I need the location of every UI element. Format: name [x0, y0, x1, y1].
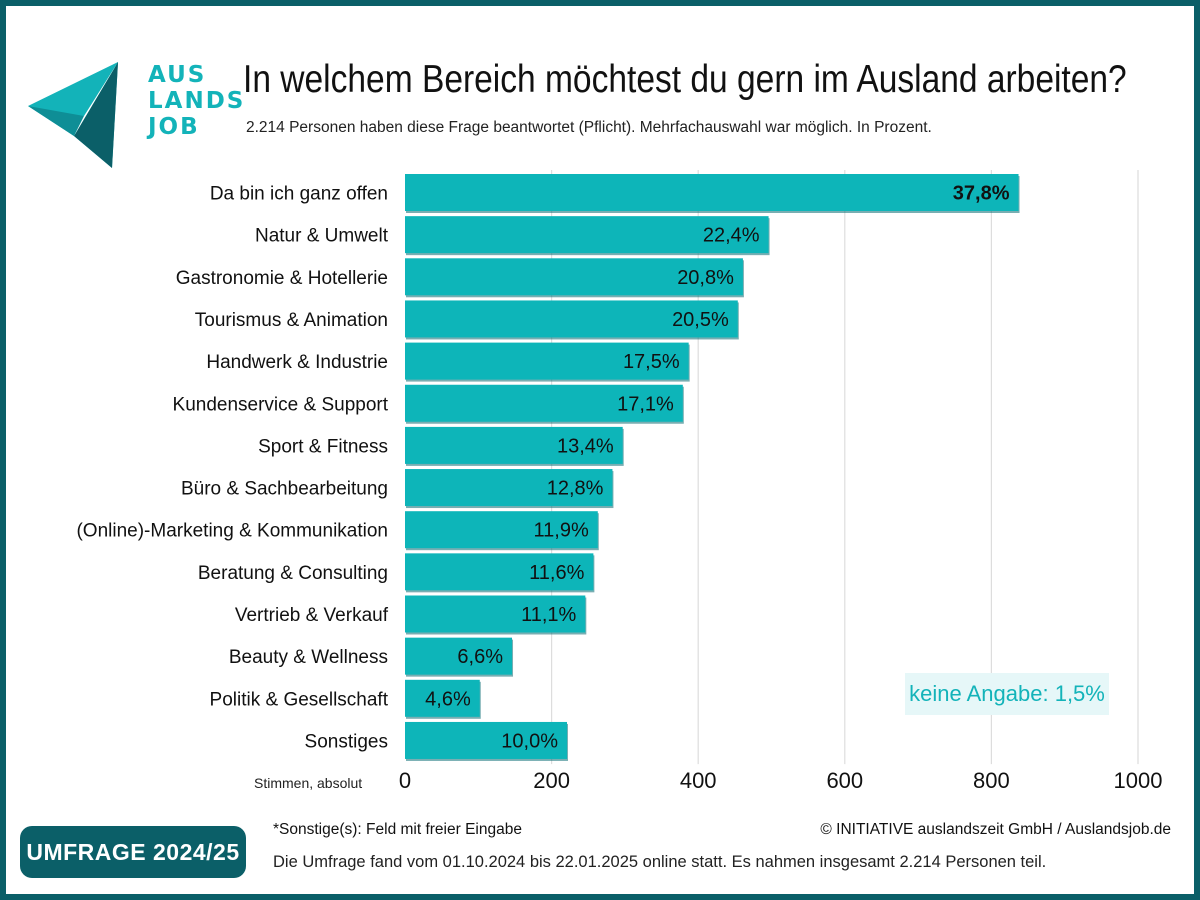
value-label: 12,8%: [547, 478, 604, 500]
bar: [405, 342, 689, 380]
logo-line-3: JOB: [148, 114, 200, 140]
bar: [405, 553, 594, 591]
no-answer-annotation: keine Angabe: 1,5%: [905, 673, 1109, 715]
bar: [405, 384, 683, 422]
bar: [405, 721, 567, 759]
logo-line-2: LANDS: [148, 88, 246, 114]
logo-wordmark: AUS LANDS JOB: [148, 62, 245, 140]
value-label: 17,1%: [617, 393, 674, 415]
value-label: 37,8%: [953, 183, 1010, 205]
bar: [405, 300, 738, 338]
x-tick-label: 0: [399, 768, 411, 793]
value-label: 20,8%: [677, 267, 734, 289]
value-label: 13,4%: [557, 435, 614, 457]
x-tick-label: 1000: [1114, 768, 1163, 793]
x-tick-label: 800: [973, 768, 1010, 793]
bar: [405, 637, 513, 675]
value-label: 6,6%: [457, 646, 503, 668]
bar: [405, 174, 1019, 211]
category-label: Da bin ich ganz offen: [210, 184, 388, 205]
category-label: Tourismus & Animation: [195, 310, 388, 331]
value-label: 11,9%: [534, 520, 589, 542]
value-label: 11,1%: [521, 604, 576, 626]
value-label: 17,5%: [623, 351, 680, 373]
bar: [405, 679, 480, 717]
survey-info: Die Umfrage fand vom 01.10.2024 bis 22.0…: [273, 853, 1047, 871]
bar: [405, 216, 769, 254]
copyright: © INITIATIVE auslandszeit GmbH / Ausland…: [820, 821, 1171, 838]
survey-badge: UMFRAGE 2024/25: [20, 826, 246, 878]
category-label: Natur & Umwelt: [255, 226, 389, 247]
category-label: Sonstiges: [305, 731, 388, 752]
category-label: Beauty & Wellness: [229, 647, 388, 668]
category-label: Beratung & Consulting: [198, 563, 388, 584]
x-tick-label: 600: [826, 768, 863, 793]
x-axis-label: Stimmen, absolut: [254, 775, 363, 791]
x-tick-label: 200: [533, 768, 570, 793]
bar: [405, 469, 613, 507]
footnote: *Sonstige(s): Feld mit freier Eingabe: [273, 821, 522, 838]
value-label: 20,5%: [672, 309, 729, 331]
value-label: 10,0%: [501, 730, 558, 752]
category-label: Handwerk & Industrie: [206, 352, 388, 373]
value-label: 22,4%: [703, 225, 760, 247]
auslandsjob-logo: AUS LANDS JOB: [24, 56, 243, 171]
value-label: 4,6%: [425, 688, 471, 710]
x-tick-label: 400: [680, 768, 717, 793]
value-label: 11,6%: [529, 562, 584, 584]
chart-subtitle: 2.214 Personen haben diese Frage beantwo…: [246, 119, 932, 136]
bar: [405, 511, 598, 549]
bar: [405, 426, 623, 464]
category-label: Gastronomie & Hotellerie: [176, 268, 388, 289]
category-label: Büro & Sachbearbeitung: [181, 479, 388, 500]
category-label: Sport & Fitness: [258, 436, 388, 457]
category-label: Vertrieb & Verkauf: [235, 605, 389, 626]
bar: [405, 258, 743, 296]
chart-title: In welchem Bereich möchtest du gern im A…: [243, 58, 1127, 101]
logo-line-1: AUS: [148, 62, 207, 88]
category-label: Kundenservice & Support: [173, 394, 389, 415]
bar: [405, 595, 586, 633]
category-label: Politik & Gesellschaft: [210, 689, 389, 710]
category-label: (Online)-Marketing & Kommunikation: [76, 521, 388, 542]
paper-plane-icon: [28, 62, 118, 168]
